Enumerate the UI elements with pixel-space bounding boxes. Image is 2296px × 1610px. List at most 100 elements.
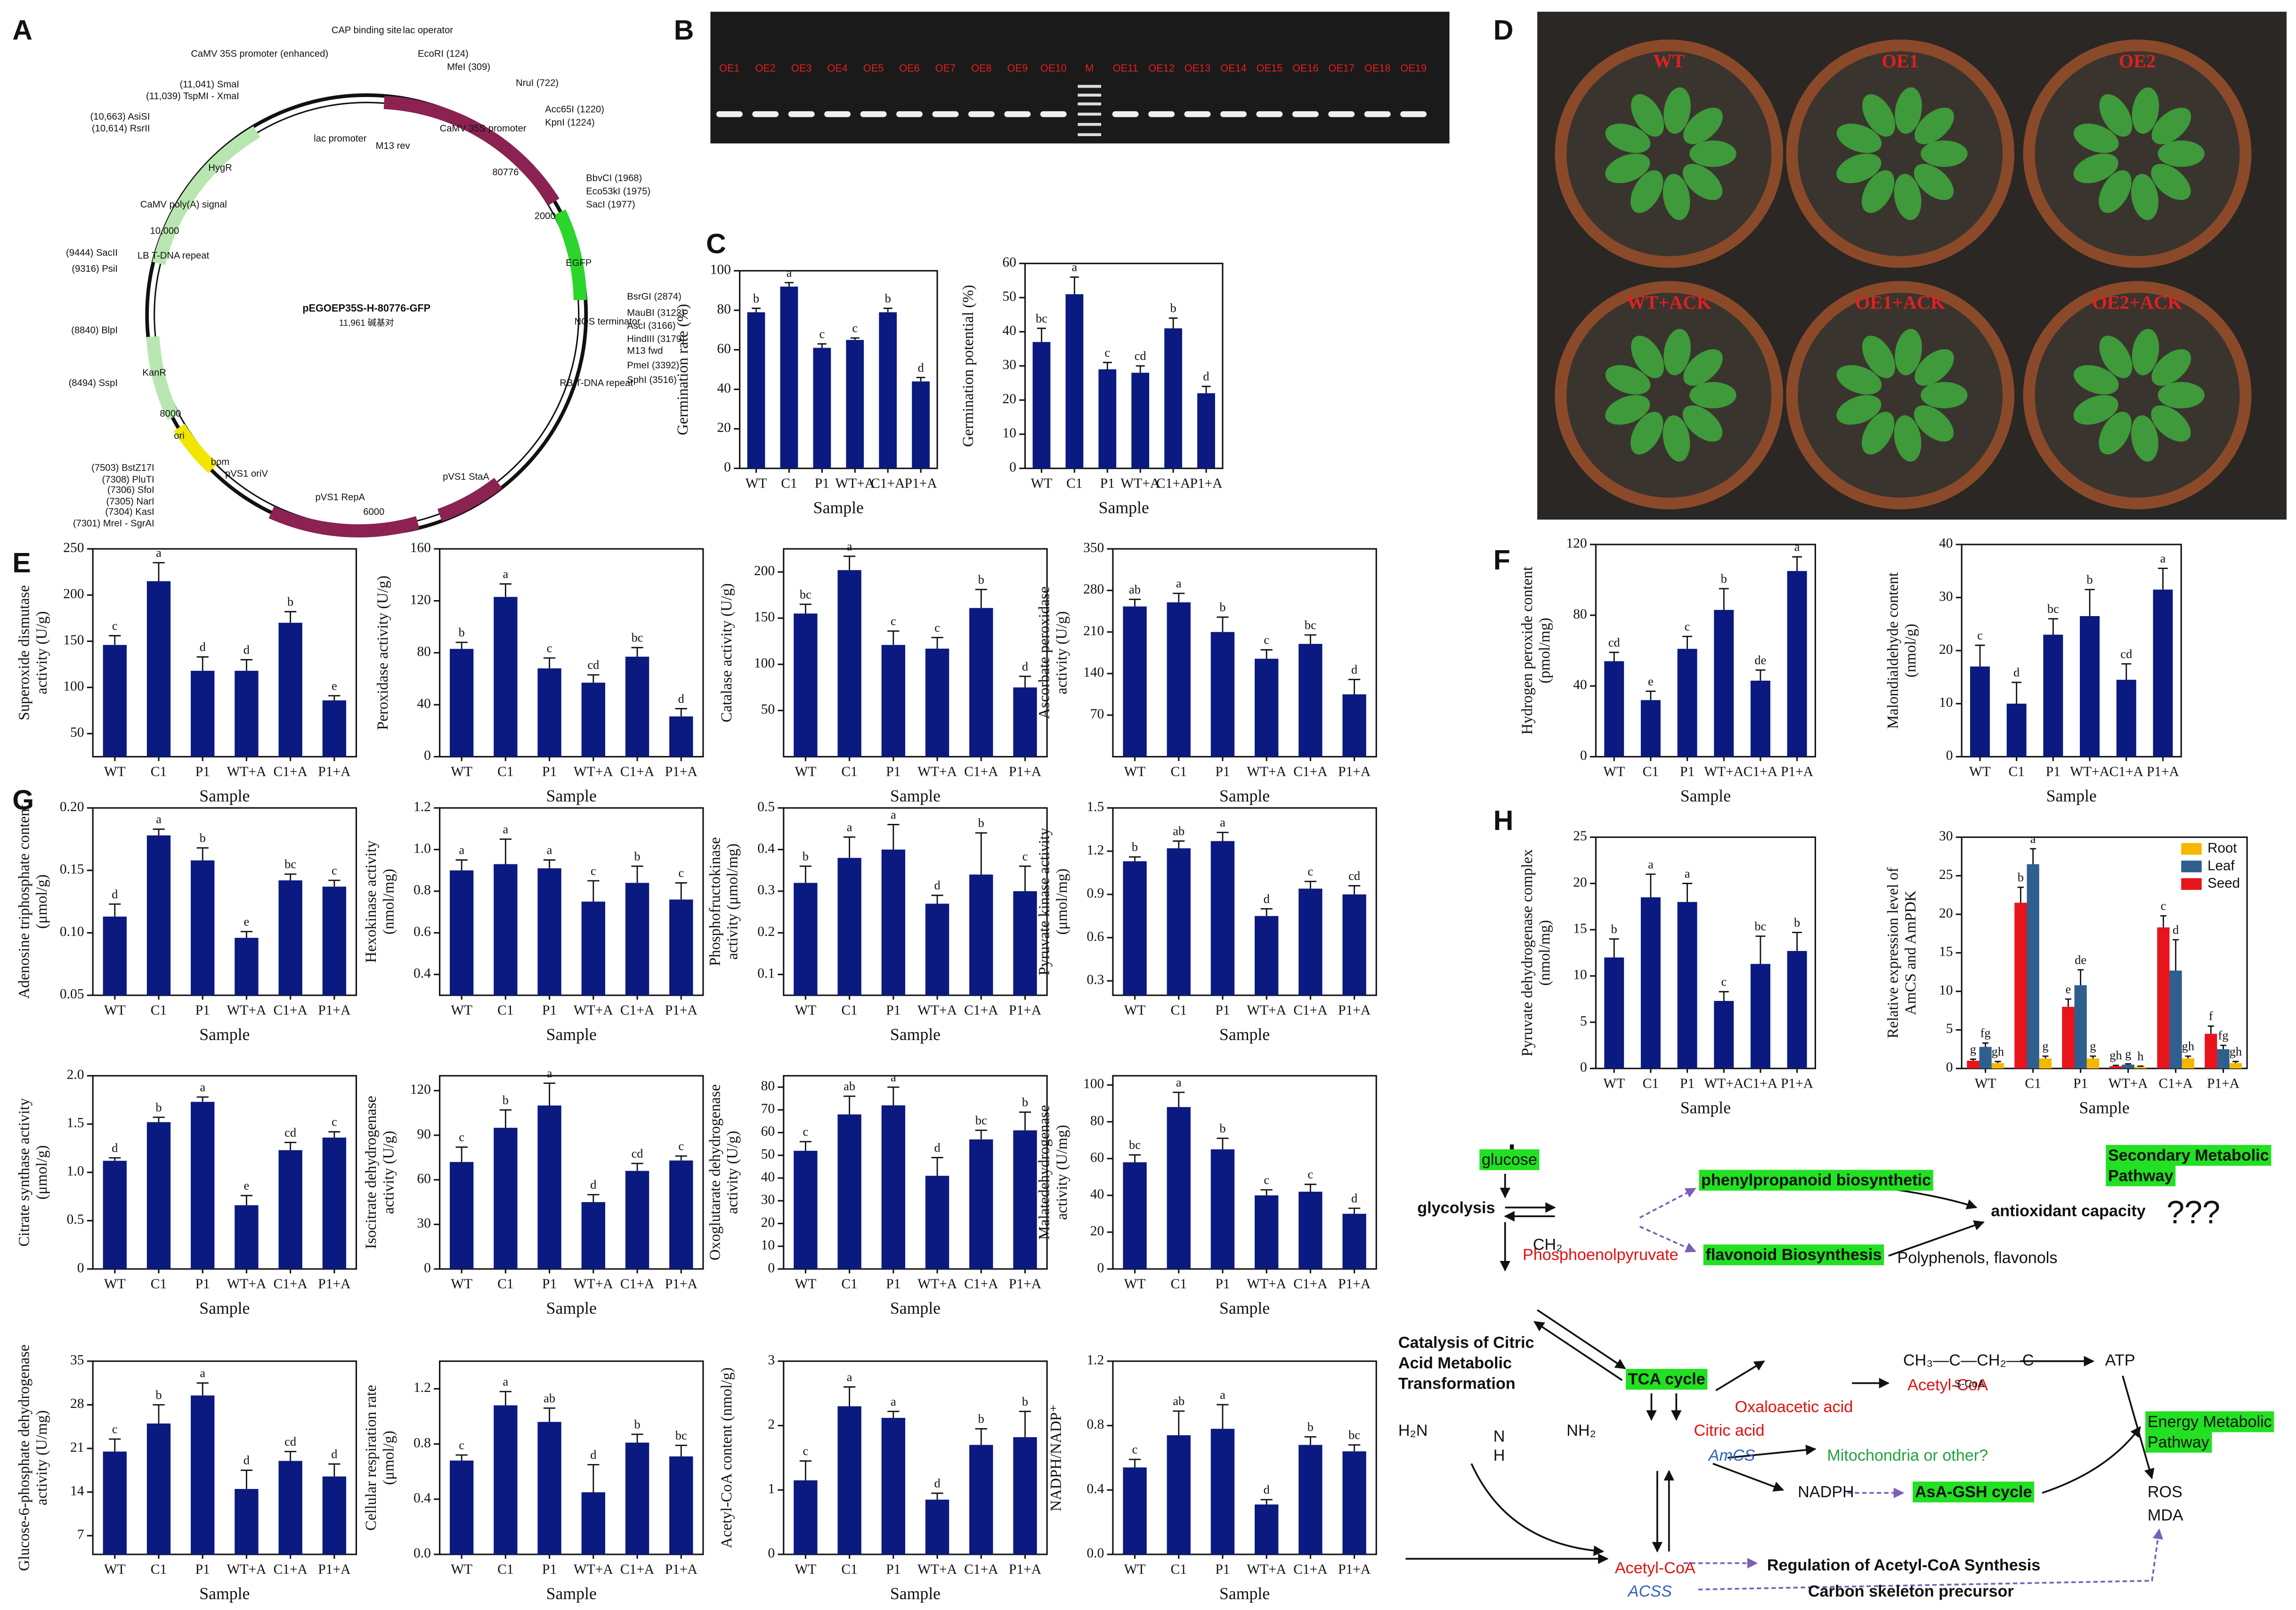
significance-letter: bc <box>800 587 811 601</box>
bar <box>969 874 993 995</box>
significance-letter: c <box>934 620 940 634</box>
significance-letter: c <box>1308 1167 1314 1181</box>
bar <box>494 1128 518 1269</box>
significance-letter: c <box>459 1438 464 1452</box>
leaf <box>1683 349 1723 386</box>
error-bar <box>785 282 794 287</box>
bar <box>278 1461 302 1554</box>
x-tick-label: C1 <box>841 1277 857 1292</box>
y-axis-label: activity (U/g) <box>33 611 50 695</box>
x-tick-label: C1 <box>1643 764 1659 779</box>
bar <box>1123 1467 1147 1554</box>
y-tick-label: 0.1 <box>757 966 775 981</box>
error-bar <box>284 873 297 881</box>
y-tick-label: 80 <box>1090 1113 1104 1128</box>
plot-frame <box>1112 1360 1377 1555</box>
bar <box>1342 694 1366 757</box>
plasmid-title: pEGOEP35S-H-80776-GFP <box>302 302 430 314</box>
y-tick-label: 10 <box>1939 695 1953 710</box>
bar <box>2006 703 2027 757</box>
error-bar <box>1719 991 1729 1001</box>
significance-letter: e <box>244 1179 250 1193</box>
bar <box>2027 864 2039 1069</box>
plasmid-size: 11,961 碱基对 <box>339 318 394 328</box>
x-tick-label: WT <box>746 476 767 491</box>
lane-label: OE19 <box>1400 62 1427 74</box>
significance-letter: b <box>459 625 465 639</box>
bar <box>103 1161 127 1269</box>
significance-letter: ab <box>1173 824 1185 838</box>
plot-frame <box>783 548 1048 758</box>
bar <box>881 1418 906 1554</box>
leaf <box>1631 335 1664 378</box>
y-tick-label: 250 <box>63 540 84 555</box>
plot-frame <box>1112 548 1377 758</box>
y-tick-label: 3 <box>768 1353 775 1368</box>
bar <box>625 1442 649 1554</box>
significance-letter: e <box>244 914 250 928</box>
x-tick-label: P1 <box>1215 1277 1230 1292</box>
error-bar <box>1682 883 1693 902</box>
pathway-label: Pathway <box>2108 1167 2174 1185</box>
significance-letter: c <box>803 1444 809 1458</box>
x-tick-label: P1 <box>886 1562 901 1577</box>
error-bar <box>2232 1061 2239 1063</box>
x-tick-label: WT <box>451 1277 472 1292</box>
bar <box>2157 927 2170 1069</box>
leaf <box>1663 87 1691 134</box>
bar <box>1013 687 1037 757</box>
error-bar <box>675 1445 687 1456</box>
leaf <box>1862 94 1895 137</box>
y-axis-label: activity (U/g) <box>724 1131 741 1214</box>
leaf <box>1914 405 1954 442</box>
error-bar <box>1128 1154 1141 1163</box>
significance-letter: c <box>891 614 896 628</box>
plot-frame <box>439 1075 704 1270</box>
leaf <box>1862 335 1895 378</box>
y-axis-label: Isocitrate dehydrogenase <box>363 1096 380 1249</box>
x-tick-label: P1+A <box>665 1562 698 1577</box>
y-tick-label: 0 <box>768 1546 775 1561</box>
y-tick-label: 1.5 <box>67 1115 84 1130</box>
error-bar <box>1260 1499 1273 1504</box>
y-tick-label: 28 <box>70 1396 84 1411</box>
plasmid-label: EGFP <box>566 258 592 268</box>
feature-arc <box>553 209 587 301</box>
y-tick-label: 30 <box>1939 829 1953 844</box>
x-tick-label: WT <box>795 764 816 779</box>
arrow <box>1470 1463 1605 1556</box>
error-bar <box>544 859 556 869</box>
y-tick-label: 0 <box>424 748 431 763</box>
panel-letter: H <box>1493 805 1514 836</box>
lane-label: OE18 <box>1364 62 1391 74</box>
error-bar <box>2012 682 2022 704</box>
gel-band <box>1184 111 1211 117</box>
gel-band <box>860 111 887 117</box>
pathway-label: MDA <box>2148 1506 2183 1524</box>
gel-band <box>1328 111 1355 117</box>
x-axis-label: Sample <box>546 1584 597 1603</box>
significance-letter: b <box>634 1417 640 1431</box>
soil <box>1798 293 2003 498</box>
x-tick-label: WT+A <box>1704 1076 1744 1091</box>
y-tick-label: 20 <box>1002 391 1016 407</box>
bar <box>1164 328 1182 469</box>
x-tick-label: WT+A <box>574 1003 614 1018</box>
significance-letter: d <box>331 1447 337 1461</box>
error-bar <box>1982 1042 1989 1047</box>
gel-band <box>1078 102 1102 106</box>
y-tick-label: 80 <box>417 644 431 659</box>
pot-label: OE2 <box>2119 50 2156 72</box>
y-axis-label: Malatedehydrogenase <box>1036 1105 1053 1240</box>
significance-letter: cd <box>284 1434 296 1448</box>
error-bar <box>1128 598 1141 607</box>
y-tick-label: 50 <box>761 702 775 717</box>
x-tick-label: WT <box>104 764 126 779</box>
significance-letter: b <box>978 1412 984 1426</box>
plasmid-label: (7306) SfoI <box>107 485 154 495</box>
leaf <box>2073 395 2118 425</box>
y-axis-label: Glucose-6-phosphate dehydrogenase <box>16 1344 33 1571</box>
significance-letter: a <box>1794 540 1800 554</box>
y-tick-label: 0.6 <box>414 924 431 939</box>
y-tick-label: 20 <box>717 420 731 435</box>
